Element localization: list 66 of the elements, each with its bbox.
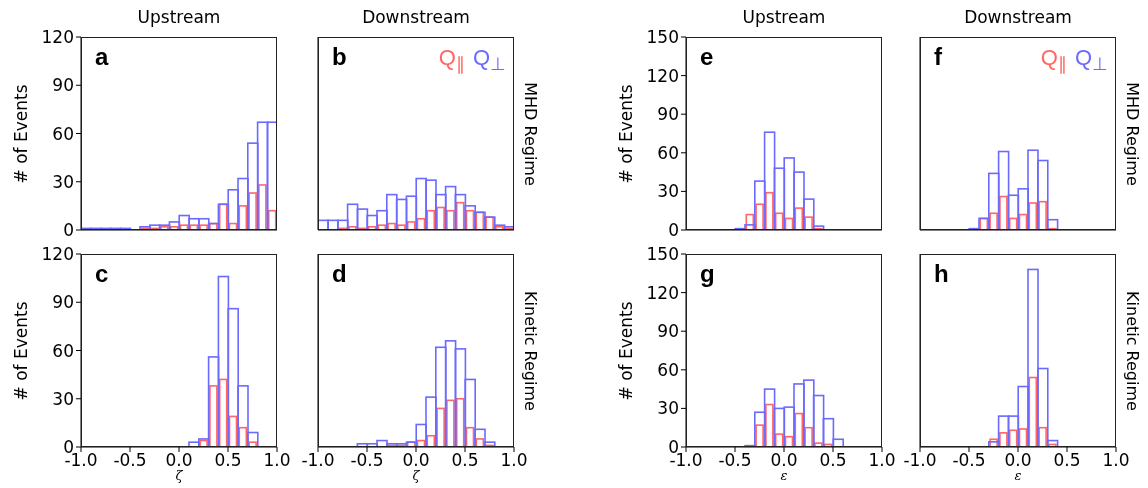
x-tick-label: 0.5 [214,450,242,471]
y-tick-label: 30 [657,181,679,202]
annotation: c [95,260,109,288]
y-axis-title: # of Events [11,83,31,185]
text: Kinetic Regime [1122,289,1142,413]
y-tick-label: 60 [52,123,74,144]
x-tick-label: 1.0 [263,450,291,471]
y-tick-label: 0 [668,220,679,241]
annotation: e [700,43,714,71]
chart-title: Downstream [963,7,1073,27]
annotation: f [934,43,942,71]
x-tick-label: 1.0 [868,450,896,471]
text: Q$_{⊥}$ [1074,45,1108,76]
x-tick-label: -0.5 [718,450,752,471]
x-tick-label: 0.5 [819,450,847,471]
x-tick-label: 1.0 [1102,450,1130,471]
y-tick-label: 30 [52,388,74,409]
annotation: g [700,260,715,288]
annotation: b [332,43,347,71]
y-axis-title: # of Events [11,300,31,402]
text: MHD Regime [1122,80,1142,188]
x-axis-title: ζ [174,468,184,483]
annotation: h [934,260,949,288]
annotation: d [332,260,347,288]
x-tick-label: 0.0 [402,450,430,471]
y-tick-label: 90 [657,104,679,125]
y-tick-label: 120 [41,244,74,265]
y-tick-label: 30 [52,171,74,192]
x-tick-label: 0.0 [1004,450,1032,471]
chart-title: Downstream [361,7,471,27]
y-axis-title: # of Events [616,83,636,185]
x-tick-label: 0.5 [451,450,479,471]
y-tick-label: 120 [646,65,679,86]
annotation: a [95,43,109,71]
text: Q$_{⊥}$ [472,45,506,76]
text: MHD Regime [520,80,540,188]
y-tick-label: 0 [63,220,74,241]
x-tick-label: -0.5 [952,450,986,471]
chart-title: Upstream [741,7,827,27]
y-tick-label: 90 [52,292,74,313]
x-tick-label: -0.5 [350,450,384,471]
x-tick-label: 0.0 [770,450,798,471]
x-tick-label: 0.5 [1053,450,1081,471]
text: Kinetic Regime [520,289,540,413]
y-tick-label: 150 [646,27,679,48]
x-tick-label: -0.5 [113,450,147,471]
x-axis-title: ζ [411,468,421,483]
y-tick-label: 90 [52,75,74,96]
x-tick-label: -1.0 [903,450,937,471]
x-tick-label: 0.0 [165,450,193,471]
y-tick-label: 30 [657,398,679,419]
x-axis-title: ε [1013,468,1023,483]
x-axis-title: ε [779,468,789,483]
y-tick-label: 120 [41,27,74,48]
y-tick-label: 60 [657,142,679,163]
x-tick-label: -1.0 [301,450,335,471]
text: Q$_{∥}$ [1040,45,1067,76]
text: Q$_{∥}$ [438,45,465,76]
y-tick-label: 60 [52,340,74,361]
x-tick-label: 1.0 [500,450,528,471]
y-tick-label: 90 [657,321,679,342]
chart-title: Upstream [136,7,222,27]
y-tick-label: 150 [646,244,679,265]
y-tick-label: 120 [646,282,679,303]
y-tick-label: 60 [657,359,679,380]
y-axis-title: # of Events [616,300,636,402]
